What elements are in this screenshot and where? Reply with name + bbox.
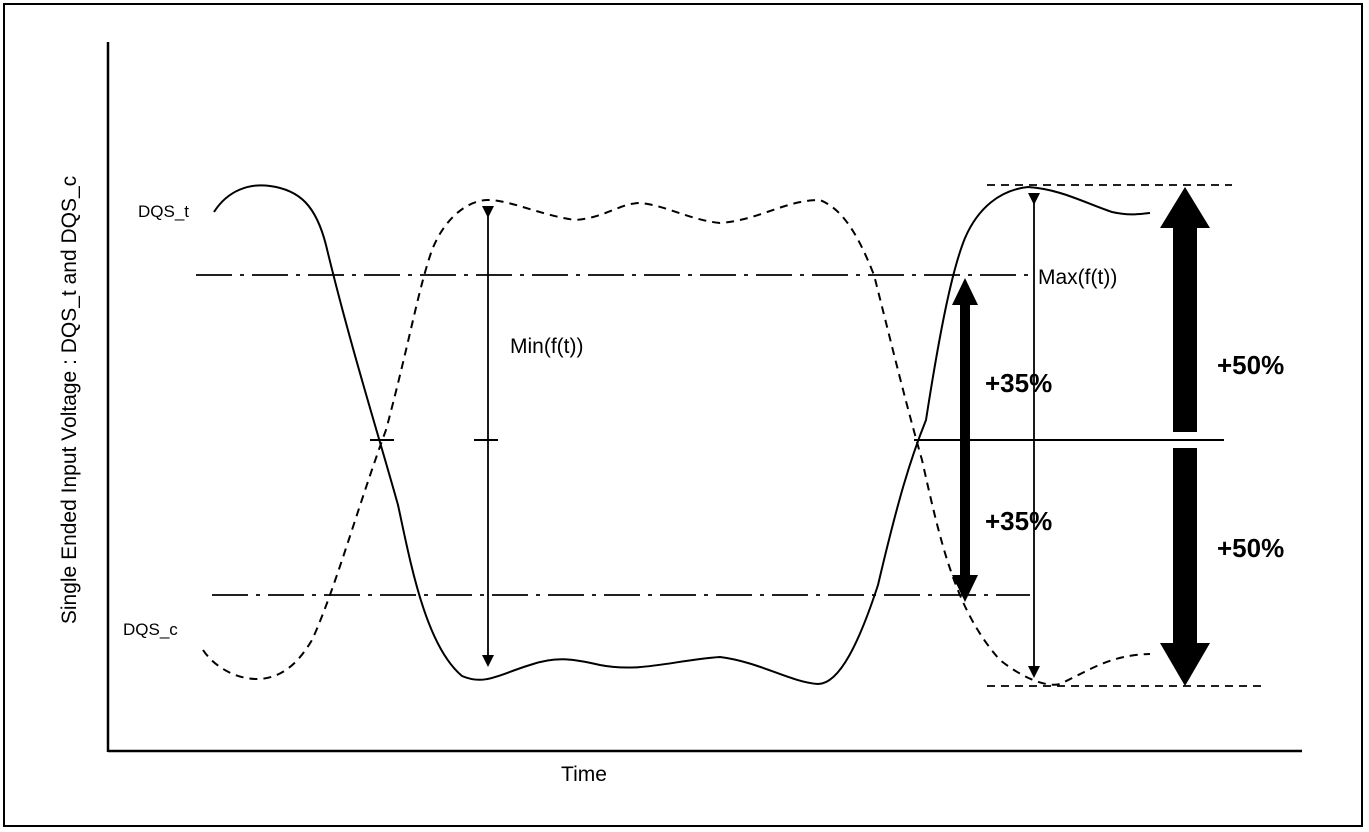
- plus-50-arrow-upper: [1160, 187, 1210, 432]
- upper-35-label: +35%: [985, 368, 1052, 398]
- x-axis-label: Time: [561, 763, 607, 786]
- dqs-c-label: DQS_c: [123, 620, 178, 639]
- figure-frame: [3, 3, 1363, 827]
- upper-50-label: +50%: [1217, 350, 1284, 380]
- y-axis-label: Single Ended Input Voltage : DQS_t and D…: [58, 176, 81, 624]
- dqs-t-label: DQS_t: [138, 202, 189, 221]
- plus-35-arrow: [952, 278, 978, 602]
- lower-35-label: +35%: [985, 506, 1052, 536]
- dqs-t-waveform: [213, 184, 1151, 686]
- min-label: Min(f(t)): [510, 335, 583, 358]
- lower-50-label: +50%: [1217, 533, 1284, 563]
- plus-50-arrow-lower: [1160, 448, 1210, 686]
- dqs-c-waveform: [202, 198, 1151, 686]
- max-label: Max(f(t)): [1038, 266, 1117, 289]
